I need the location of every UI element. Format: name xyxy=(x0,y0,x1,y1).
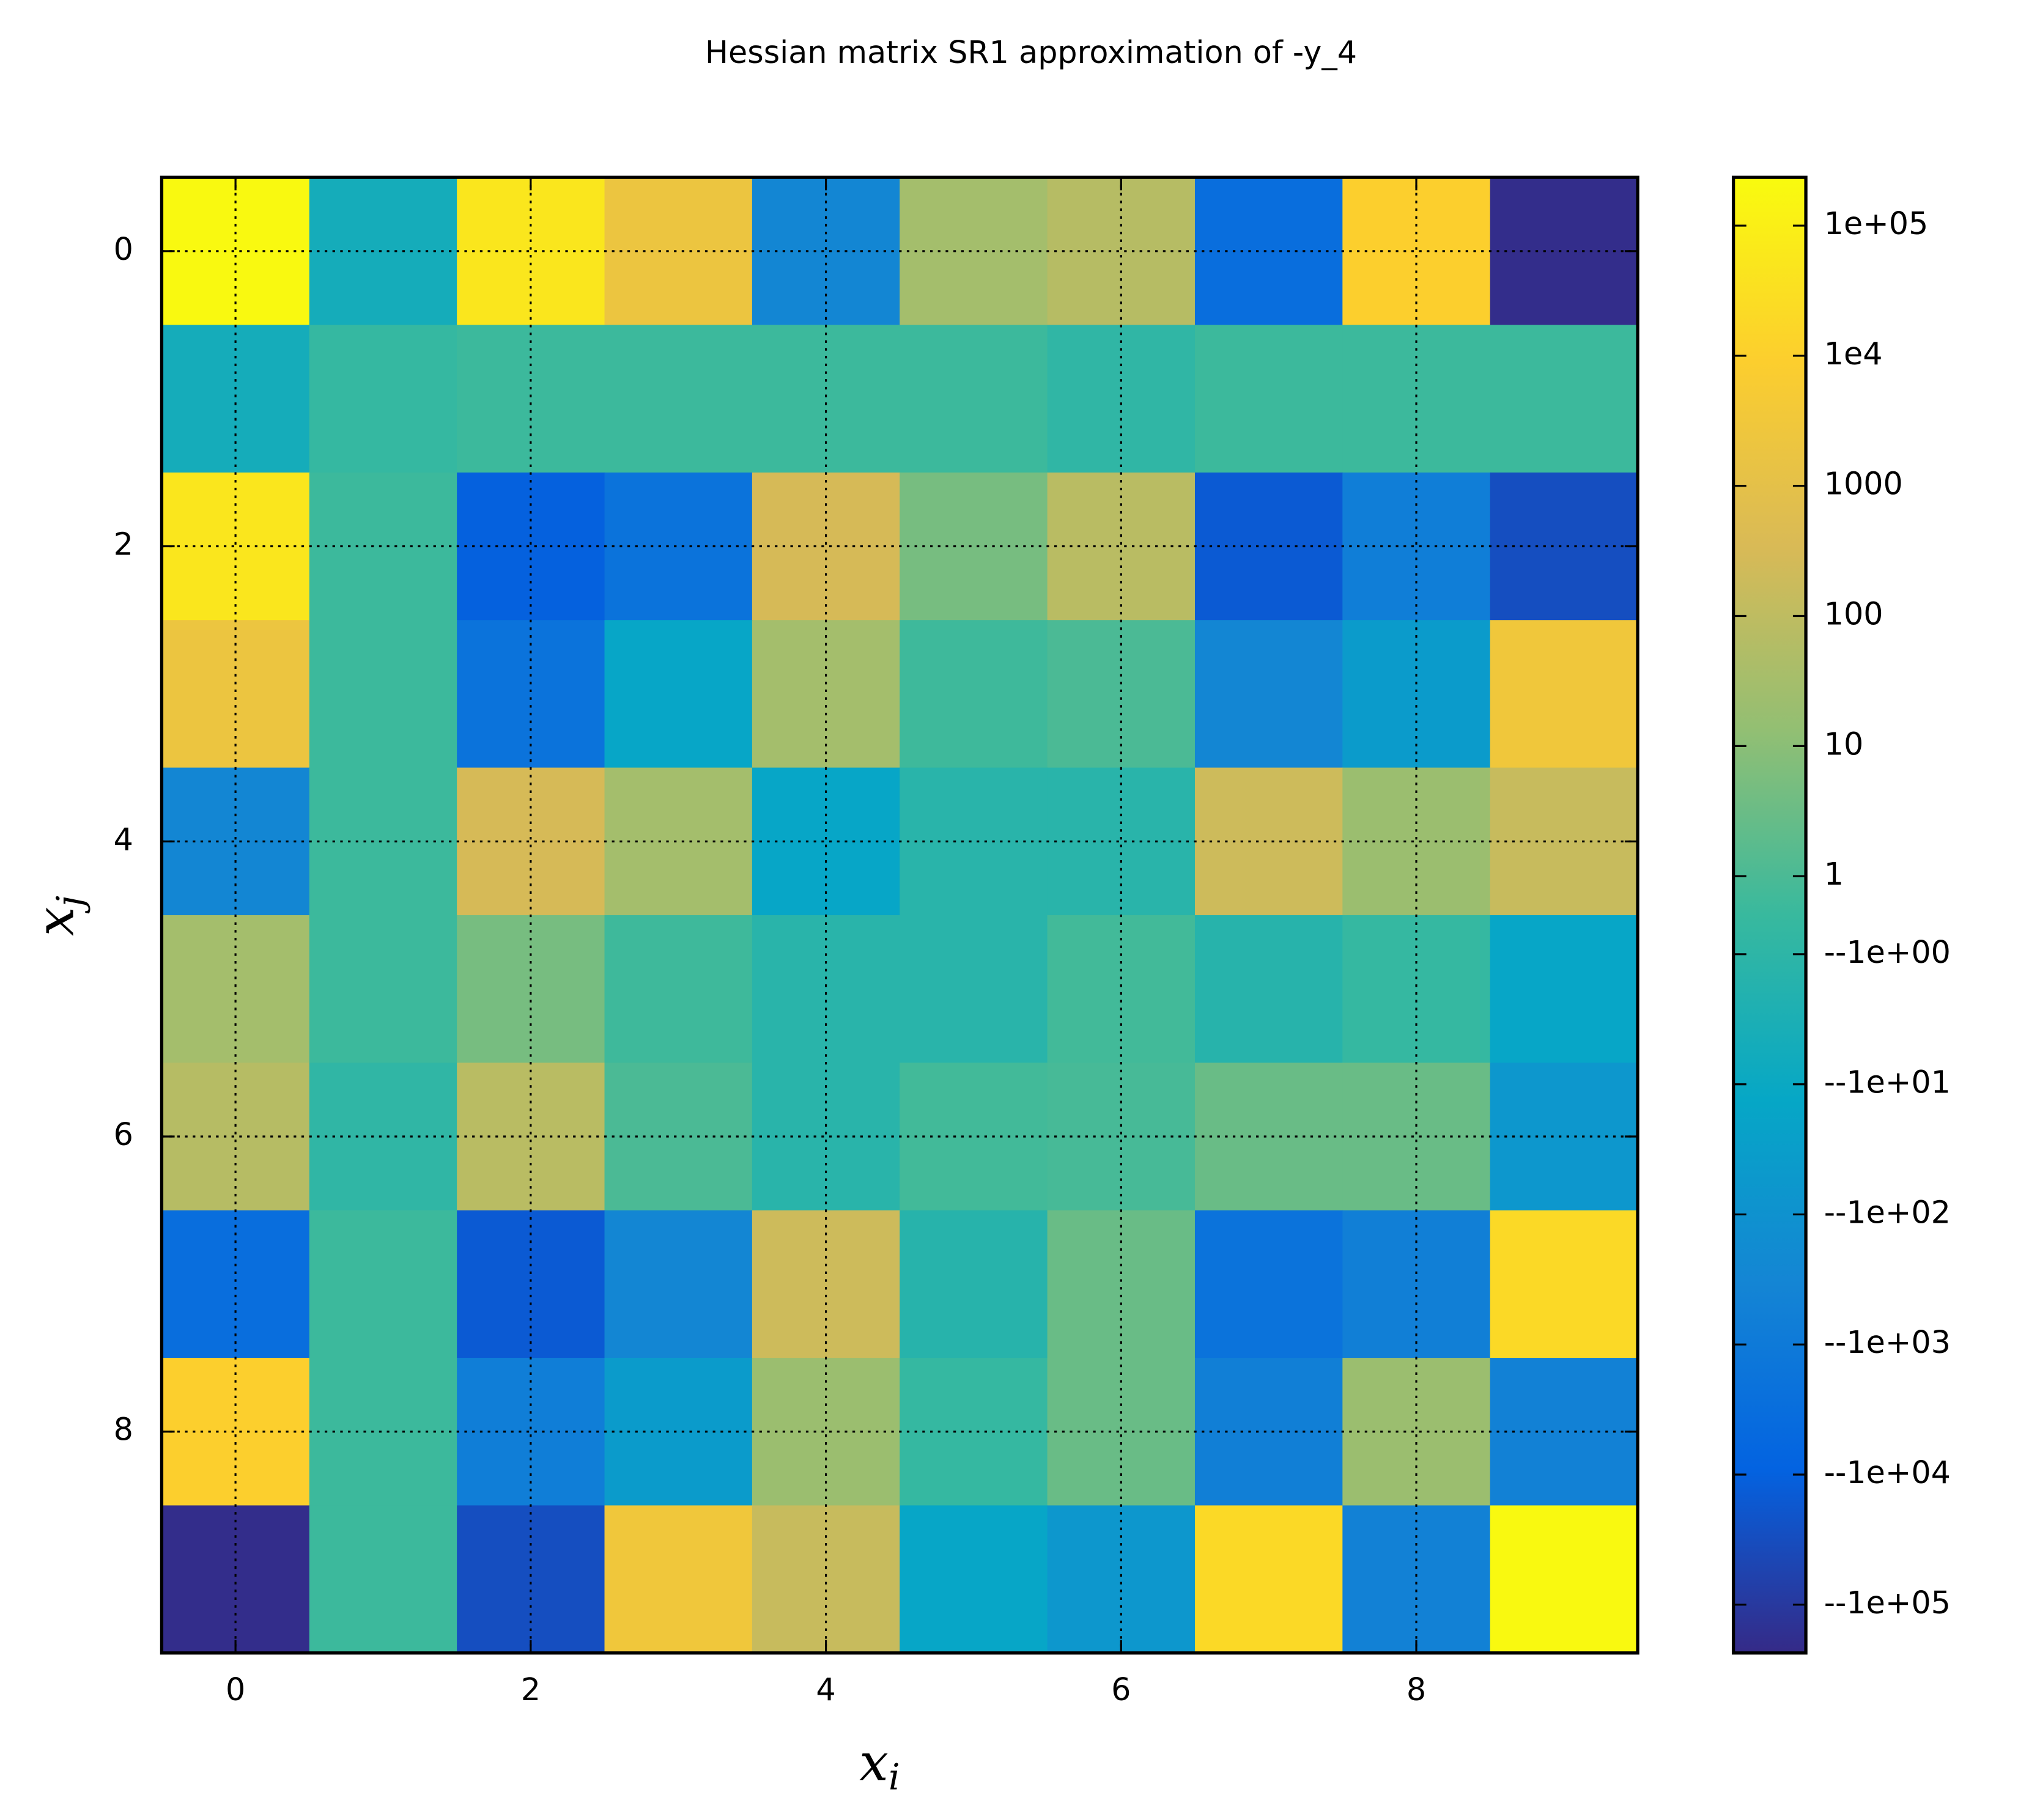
y-tick-label: 2 xyxy=(114,526,133,562)
heatmap-cell xyxy=(161,1210,310,1359)
heatmap-cell xyxy=(604,1505,753,1654)
heatmap-cell xyxy=(1490,1505,1639,1654)
colorbar-tick-label: 10 xyxy=(1824,726,1864,762)
x-tick-label: 6 xyxy=(1111,1671,1131,1708)
heatmap-cell xyxy=(309,1505,458,1654)
heatmap-cell xyxy=(1194,915,1343,1064)
heatmap-cell xyxy=(309,620,458,768)
heatmap-cell xyxy=(1047,1063,1196,1211)
heatmap-cell xyxy=(1194,177,1343,326)
heatmap-cell xyxy=(900,620,1048,768)
x-tick-label: 8 xyxy=(1406,1671,1426,1708)
heatmap-cell xyxy=(900,1505,1048,1654)
heatmap-cell xyxy=(1194,1063,1343,1211)
heatmap-cell xyxy=(309,915,458,1064)
y-tick-label: 4 xyxy=(114,821,133,857)
y-tick-label: 8 xyxy=(114,1412,133,1448)
heatmap-cell xyxy=(752,1210,901,1359)
heatmap-cell xyxy=(604,620,753,768)
heatmap-cell xyxy=(457,1210,605,1359)
colorbar-tick-label: --1e+01 xyxy=(1824,1064,1951,1100)
heatmap-cell xyxy=(1194,1210,1343,1359)
colorbar-tick-label: --1e+04 xyxy=(1824,1454,1951,1490)
heatmap-cell xyxy=(1342,1210,1491,1359)
colorbar-tick-label: --1e+05 xyxy=(1824,1585,1951,1621)
heatmap-cell xyxy=(1047,1358,1196,1506)
heatmap-cell xyxy=(604,325,753,473)
heatmap-cell xyxy=(1194,472,1343,621)
heatmap-cell xyxy=(309,1210,458,1359)
colorbar-tick-label: --1e+00 xyxy=(1824,934,1951,970)
heatmap-cell xyxy=(1490,1210,1639,1359)
heatmap-cell xyxy=(900,915,1048,1064)
y-axis-label: xj xyxy=(24,896,91,936)
heatmap-cell xyxy=(1194,767,1343,916)
heatmap-cell xyxy=(1342,1063,1491,1211)
colorbar-tick-label: 1e4 xyxy=(1824,336,1883,372)
chart-title: Hessian matrix SR1 approximation of -y_4 xyxy=(705,34,1357,70)
heatmap-cell xyxy=(1194,1358,1343,1506)
colorbar-tick-label: 1 xyxy=(1824,856,1844,892)
colorbar-tick-label: 1e+05 xyxy=(1824,205,1929,241)
heatmap-cell xyxy=(1342,1358,1491,1506)
heatmap-cell xyxy=(1490,915,1639,1064)
x-tick-label: 0 xyxy=(226,1671,245,1708)
x-tick-label: 4 xyxy=(816,1671,835,1708)
heatmap-cell xyxy=(1047,1210,1196,1359)
y-tick-label: 0 xyxy=(114,231,133,267)
heatmap-cell xyxy=(1490,620,1639,768)
heatmap-cell xyxy=(900,325,1048,473)
colorbar-tick-label: --1e+03 xyxy=(1824,1324,1951,1360)
colorbar xyxy=(1731,175,1808,1655)
heatmap-cell xyxy=(1194,1505,1343,1654)
heatmap-cell xyxy=(1490,325,1639,473)
x-axis-label: xi xyxy=(859,1732,900,1798)
heatmap-cell xyxy=(1194,325,1343,473)
heatmap-cell xyxy=(900,1210,1048,1359)
y-tick-label: 6 xyxy=(114,1116,133,1152)
x-tick-label: 2 xyxy=(521,1671,541,1708)
colorbar-tick-label: 100 xyxy=(1824,596,1883,632)
colorbar-tick-label: 1000 xyxy=(1824,466,1903,502)
plot-frame xyxy=(160,175,1639,1655)
heatmap-cell xyxy=(1194,620,1343,768)
heatmap-cell xyxy=(604,915,753,1064)
heatmap-cell xyxy=(604,1210,753,1359)
colorbar-tick-label: --1e+02 xyxy=(1824,1194,1951,1230)
heatmap-cell xyxy=(309,325,458,473)
